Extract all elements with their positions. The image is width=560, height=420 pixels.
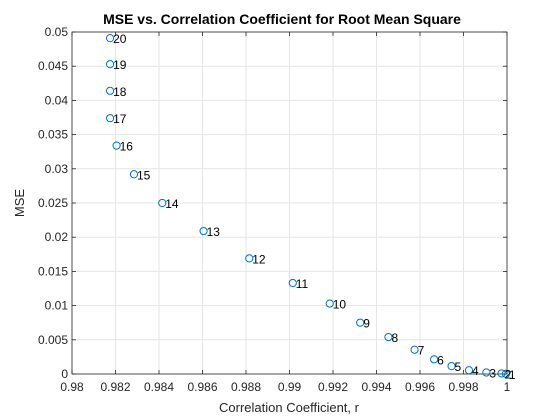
data-point-label: 17 xyxy=(113,112,127,126)
data-point-marker xyxy=(464,366,474,375)
y-tick-label: 0.02 xyxy=(45,230,69,244)
data-point-label: 3 xyxy=(489,366,496,380)
data-point-marker xyxy=(482,368,491,377)
data-point-label: 15 xyxy=(137,168,151,182)
data-point-label: 4 xyxy=(472,364,479,378)
x-axis-label: Correlation Coefficient, r xyxy=(219,400,360,415)
y-tick-label: 0.045 xyxy=(38,59,68,73)
y-tick-label: 0.025 xyxy=(38,196,68,210)
data-point-marker xyxy=(410,345,419,354)
data-point-marker xyxy=(105,86,115,95)
data-point-label: 19 xyxy=(113,58,127,72)
data-point-marker xyxy=(105,114,115,123)
data-point-marker xyxy=(129,170,139,179)
data-point-marker xyxy=(356,318,365,327)
y-tick-label: 0.03 xyxy=(45,162,69,176)
data-point-label: 9 xyxy=(363,317,370,331)
x-tick-label: 0.98 xyxy=(60,380,84,394)
data-point-label: 7 xyxy=(418,344,425,358)
data-point-label: 16 xyxy=(120,140,134,154)
data-point-label: 14 xyxy=(165,197,179,211)
x-tick-label: 0.996 xyxy=(405,380,435,394)
x-tick-label: 0.994 xyxy=(361,380,391,394)
y-tick-label: 0.005 xyxy=(38,333,68,347)
x-tick-label: 0.99 xyxy=(278,380,302,394)
x-tick-label: 0.992 xyxy=(318,380,348,394)
data-point-label: 5 xyxy=(455,360,462,374)
data-point-label: 12 xyxy=(252,252,266,266)
data-point-label: 6 xyxy=(437,353,444,367)
data-point-marker xyxy=(430,355,439,364)
data-point-marker xyxy=(199,226,208,236)
data-point-label: 18 xyxy=(113,85,127,99)
data-point-label: 11 xyxy=(296,277,309,291)
data-point-marker xyxy=(497,369,506,378)
data-point-label: 20 xyxy=(113,32,127,46)
y-axis-label: MSE xyxy=(12,189,27,218)
y-tick-label: 0.035 xyxy=(38,128,68,142)
data-point-marker xyxy=(288,278,297,288)
axis-ticks: 0.98 0.982 0.984 0.986 0.988 0.99 0.992 0.994 0.… xyxy=(38,25,511,394)
x-tick-label: 0.982 xyxy=(100,380,130,394)
x-tick-label: 0.998 xyxy=(448,380,478,394)
data-point-marker xyxy=(384,332,393,342)
data-point-marker xyxy=(325,299,334,308)
data-point-marker xyxy=(105,60,115,69)
data-point-label: 10 xyxy=(333,298,347,312)
data-point-label: 13 xyxy=(207,225,221,239)
data-point-label: 1 xyxy=(509,368,516,382)
x-tick-label: 0.986 xyxy=(187,380,217,394)
plot-area xyxy=(71,31,508,375)
x-tick-label: 0.984 xyxy=(144,380,174,394)
data-point-marker xyxy=(105,34,115,43)
data-point-marker xyxy=(158,198,167,208)
x-tick-label: 0.988 xyxy=(231,380,261,394)
y-tick-label: 0.015 xyxy=(38,264,68,278)
y-tick-label: 0.05 xyxy=(45,25,69,39)
x-tick-label: 1 xyxy=(504,380,511,394)
data-point-label: 8 xyxy=(391,331,398,345)
data-point-label: 2 xyxy=(505,367,512,381)
data-point-marker xyxy=(501,369,511,378)
data-point-marker xyxy=(112,141,121,150)
chart-title: MSE vs. Correlation Coefficient for Root… xyxy=(103,11,461,27)
y-tick-label: 0.04 xyxy=(45,93,69,107)
data-point-marker xyxy=(245,254,254,263)
data-point-marker xyxy=(447,362,456,371)
y-tick-label: 0.01 xyxy=(45,299,69,313)
y-tick-label: 0 xyxy=(61,367,68,381)
